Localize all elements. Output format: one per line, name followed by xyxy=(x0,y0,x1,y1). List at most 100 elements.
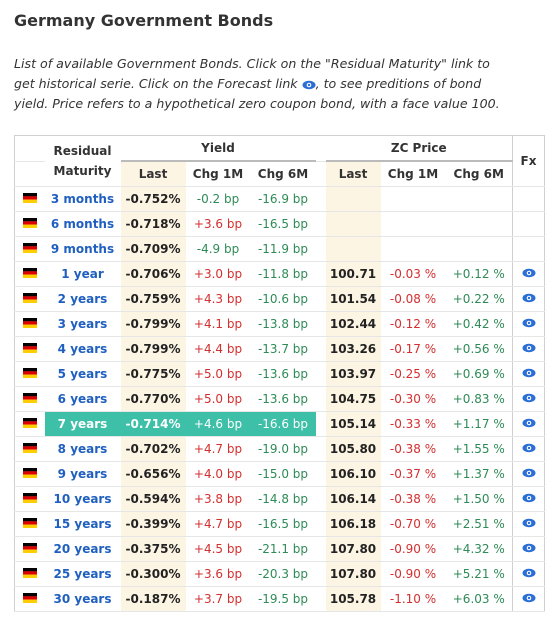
eye-icon[interactable] xyxy=(302,80,316,90)
eye-icon[interactable] xyxy=(522,543,536,553)
yield-last: -0.775% xyxy=(120,361,186,387)
flag-icon xyxy=(22,418,37,428)
maturity-link[interactable]: 6 years xyxy=(44,386,121,412)
maturity-link[interactable]: 10 years xyxy=(44,486,121,512)
yield-change: -16.9 bp xyxy=(250,186,316,212)
flag-cell xyxy=(14,536,45,562)
maturity-link[interactable]: 15 years xyxy=(44,511,121,537)
eye-icon[interactable] xyxy=(522,518,536,528)
price-last: 103.97 xyxy=(325,361,381,387)
bond-row: 3 years -0.799% +4.1 bp -13.8 bp 102.44 -0.12… xyxy=(14,311,545,337)
eye-icon[interactable] xyxy=(522,568,536,578)
bond-row: 15 years -0.399% +4.7 bp -16.5 bp 106.18 -0.7… xyxy=(14,511,545,537)
spacer xyxy=(315,436,326,462)
spacer xyxy=(315,486,326,512)
eye-icon[interactable] xyxy=(522,493,536,503)
bond-row: 1 year -0.706% +3.0 bp -11.8 bp 100.71 -0.03 … xyxy=(14,261,545,287)
price-change: +5.21 % xyxy=(445,561,513,587)
price-change: -0.33 % xyxy=(380,411,446,437)
flag-cell xyxy=(14,511,45,537)
column-header: ZC Price xyxy=(325,135,513,162)
bond-row: 6 years -0.770% +5.0 bp -13.6 bp 104.75 -0.30… xyxy=(14,386,545,412)
eye-icon[interactable] xyxy=(522,343,536,353)
price-last: 103.26 xyxy=(325,336,381,362)
flag-icon xyxy=(22,268,37,278)
maturity-link[interactable]: 1 year xyxy=(44,261,121,287)
yield-change: +5.0 bp xyxy=(185,386,251,412)
maturity-link[interactable]: 8 years xyxy=(44,436,121,462)
spacer xyxy=(315,386,326,412)
price-change: -0.37 % xyxy=(380,461,446,487)
flag-icon xyxy=(22,593,37,603)
eye-icon[interactable] xyxy=(522,368,536,378)
eye-icon[interactable] xyxy=(522,393,536,403)
subheader: Chg 6M xyxy=(445,161,513,187)
eye-icon[interactable] xyxy=(522,593,536,603)
flag-cell xyxy=(14,311,45,337)
eye-icon[interactable] xyxy=(522,468,536,478)
flag-icon xyxy=(22,293,37,303)
fx-cell xyxy=(512,461,545,487)
price-change: +0.42 % xyxy=(445,311,513,337)
header-row: Residual Maturity Yield ZC Price Fx xyxy=(14,135,545,187)
subheader-row: Last Chg 1M Chg 6M Last Chg 1M Chg 6M xyxy=(14,161,545,187)
eye-icon[interactable] xyxy=(522,318,536,328)
yield-last: -0.759% xyxy=(120,286,186,312)
bond-row: 10 years -0.594% +3.8 bp -14.8 bp 106.14 -0.3… xyxy=(14,486,545,512)
maturity-link[interactable]: 5 years xyxy=(44,361,121,387)
maturity-link[interactable]: 7 years xyxy=(44,411,121,437)
price-change: -0.17 % xyxy=(380,336,446,362)
maturity-link[interactable]: 3 years xyxy=(44,311,121,337)
flag-cell xyxy=(14,361,45,387)
price-change: +0.69 % xyxy=(445,361,513,387)
flag-cell xyxy=(14,336,45,362)
maturity-link[interactable]: 20 years xyxy=(44,536,121,562)
yield-change: -13.6 bp xyxy=(250,386,316,412)
price-last: 100.71 xyxy=(325,261,381,287)
eye-icon[interactable] xyxy=(522,418,536,428)
bond-row: 9 years -0.656% +4.0 bp -15.0 bp 106.10 -0.37… xyxy=(14,461,545,487)
maturity-link[interactable]: 25 years xyxy=(44,561,121,587)
eye-icon[interactable] xyxy=(522,443,536,453)
eye-icon[interactable] xyxy=(522,268,536,278)
yield-change: -19.0 bp xyxy=(250,436,316,462)
yield-change: -4.9 bp xyxy=(185,236,251,262)
spacer xyxy=(315,236,326,262)
maturity-link[interactable]: 9 years xyxy=(44,461,121,487)
yield-change: -15.0 bp xyxy=(250,461,316,487)
description-text: , to see preditions of bond yield. Price… xyxy=(14,76,500,111)
maturity-link[interactable]: 6 months xyxy=(44,211,121,237)
flag-cell xyxy=(14,186,45,212)
price-last: 106.10 xyxy=(325,461,381,487)
yield-last: -0.714% xyxy=(120,411,186,437)
maturity-link[interactable]: 4 years xyxy=(44,336,121,362)
yield-change: -13.6 bp xyxy=(250,361,316,387)
spacer xyxy=(315,186,326,212)
bond-row: 2 years -0.759% +4.3 bp -10.6 bp 101.54 -0.08… xyxy=(14,286,545,312)
eye-icon[interactable] xyxy=(522,293,536,303)
yield-change: -0.2 bp xyxy=(185,186,251,212)
price-change: +0.12 % xyxy=(445,261,513,287)
flag-cell xyxy=(14,561,45,587)
maturity-link[interactable]: 3 months xyxy=(44,186,121,212)
empty-cell xyxy=(445,236,513,262)
yield-last: -0.375% xyxy=(120,536,186,562)
fx-cell xyxy=(512,511,545,537)
yield-last: -0.706% xyxy=(120,261,186,287)
bond-row: 7 years -0.714% +4.6 bp -16.6 bp 105.14 -0.33… xyxy=(14,411,545,437)
yield-change: +3.8 bp xyxy=(185,486,251,512)
fx-cell xyxy=(512,261,545,287)
yield-change: -11.8 bp xyxy=(250,261,316,287)
fx-cell xyxy=(512,361,545,387)
maturity-link[interactable]: 2 years xyxy=(44,286,121,312)
price-change: -1.10 % xyxy=(380,586,446,612)
yield-change: +3.7 bp xyxy=(185,586,251,612)
flag-cell xyxy=(14,436,45,462)
fx-cell xyxy=(512,386,545,412)
fx-cell xyxy=(512,311,545,337)
maturity-link[interactable]: 9 months xyxy=(44,236,121,262)
yield-change: +4.0 bp xyxy=(185,461,251,487)
yield-last: -0.770% xyxy=(120,386,186,412)
maturity-link[interactable]: 30 years xyxy=(44,586,121,612)
